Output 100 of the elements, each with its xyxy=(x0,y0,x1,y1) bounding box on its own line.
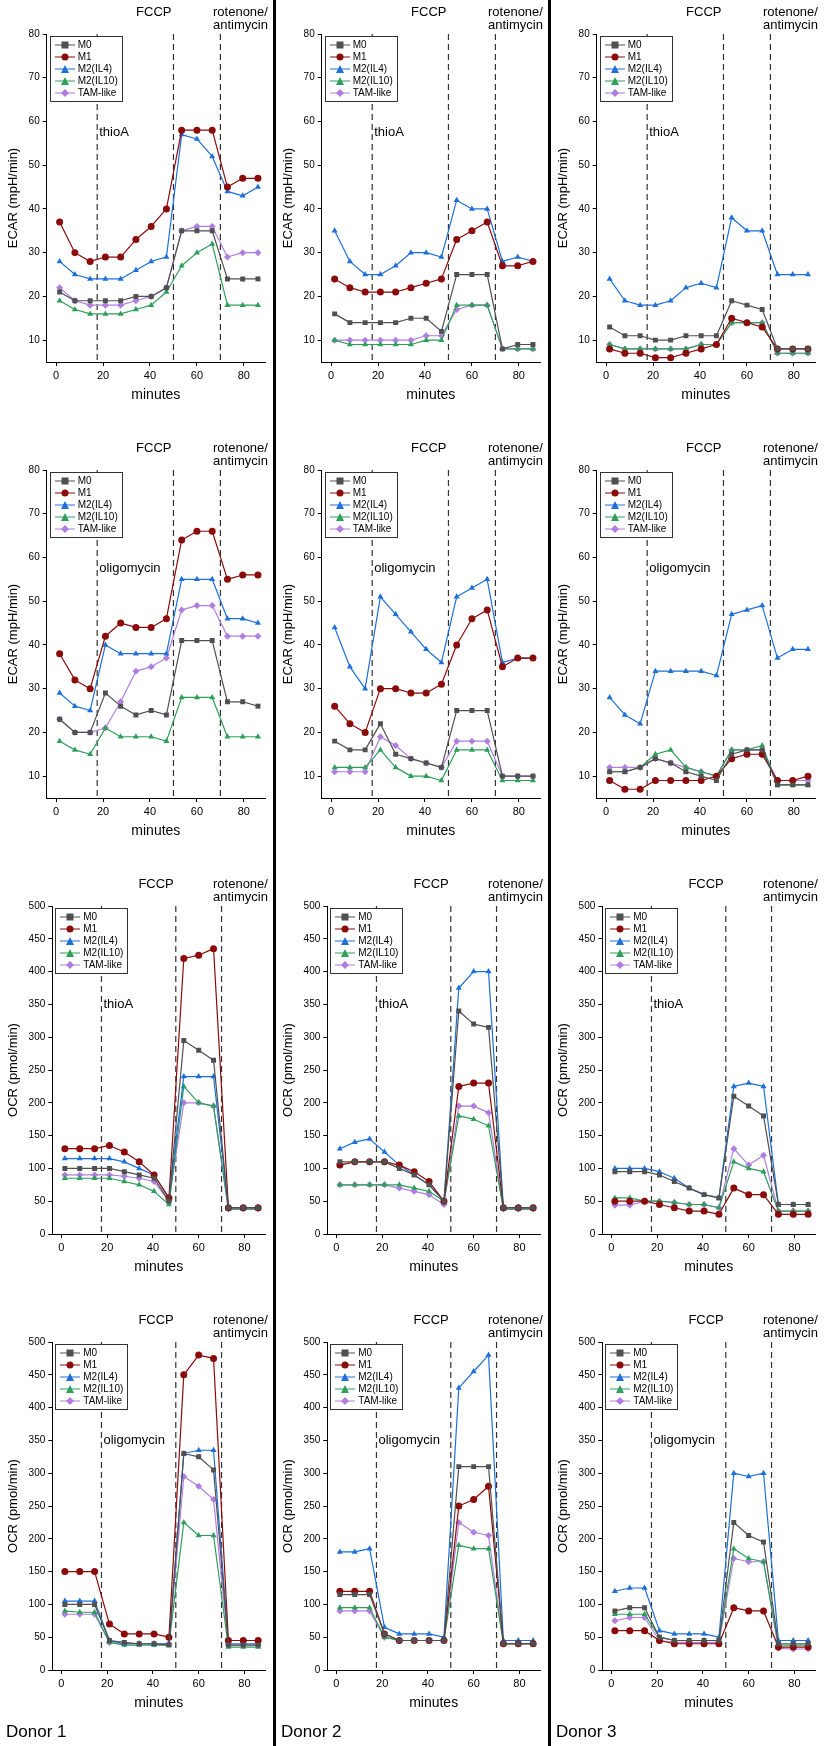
legend-label: TAM-like xyxy=(352,523,392,535)
y-tick-label: 30 xyxy=(28,682,41,694)
y-tick-label: 300 xyxy=(578,1030,596,1042)
x-tick-label: 0 xyxy=(608,1240,615,1253)
ref-line-label: oligomycin xyxy=(374,559,436,575)
x-tick-label: 0 xyxy=(53,804,60,817)
ref-line-label: oligomycin xyxy=(99,559,161,575)
ref-line-label: rotenone/ antimycin xyxy=(763,440,819,469)
y-tick-label: 50 xyxy=(34,1194,46,1206)
x-tick-label: 40 xyxy=(693,368,707,381)
y-tick-label: 70 xyxy=(303,507,316,519)
ref-line-label: rotenone/ antimycin xyxy=(763,4,819,33)
x-axis-title: minutes xyxy=(131,386,181,403)
y-tick-label: 80 xyxy=(578,27,591,39)
legend-label: M0 xyxy=(77,475,92,487)
y-tick-label: 200 xyxy=(578,1532,596,1544)
ref-line-label: rotenone/ antimycin xyxy=(213,1312,269,1341)
y-tick-label: 10 xyxy=(28,769,41,781)
legend-label: M0 xyxy=(358,911,373,923)
ref-line-label: oligomycin xyxy=(378,1431,440,1447)
y-tick-label: 400 xyxy=(578,965,596,977)
y-tick-label: 40 xyxy=(578,638,591,650)
x-tick-label: 0 xyxy=(53,368,60,381)
y-tick-label: 400 xyxy=(28,965,46,977)
y-tick-label: 200 xyxy=(28,1096,46,1108)
ref-line-label: oligomycin xyxy=(649,559,711,575)
legend-label: TAM-like xyxy=(358,1395,397,1407)
y-tick-label: 10 xyxy=(303,769,316,781)
x-axis-title: minutes xyxy=(406,822,456,839)
x-tick-label: 60 xyxy=(192,1240,205,1253)
legend-label: TAM-like xyxy=(627,87,667,99)
x-tick-label: 40 xyxy=(418,368,432,381)
y-tick-label: 500 xyxy=(578,1335,596,1347)
y-tick-label: 30 xyxy=(578,682,591,694)
ref-line-label: FCCP xyxy=(138,1312,174,1328)
y-axis-title: OCR (pmol/min) xyxy=(5,1459,21,1553)
ref-line-label: thioA xyxy=(99,123,130,139)
y-tick-label: 350 xyxy=(28,1434,46,1446)
x-tick-label: 40 xyxy=(418,804,432,817)
y-tick-label: 500 xyxy=(28,899,46,911)
legend-label: TAM-like xyxy=(633,959,672,971)
legend-label: M2(IL10) xyxy=(77,511,118,523)
x-tick-label: 80 xyxy=(513,1676,526,1689)
y-tick-label: 250 xyxy=(303,1063,321,1075)
y-tick-label: 50 xyxy=(584,1630,596,1642)
y-tick-label: 350 xyxy=(28,998,46,1010)
legend-label: M2(IL10) xyxy=(627,511,668,523)
x-tick-label: 60 xyxy=(742,1676,755,1689)
x-tick-label: 60 xyxy=(740,804,754,817)
x-tick-label: 80 xyxy=(512,804,525,817)
x-axis-title: minutes xyxy=(134,1258,184,1275)
y-tick-label: 200 xyxy=(578,1096,596,1108)
ref-line-label: rotenone/ antimycin xyxy=(763,1312,819,1341)
x-tick-label: 20 xyxy=(101,1240,114,1253)
x-tick-label: 40 xyxy=(143,368,157,381)
y-axis-title: OCR (pmol/min) xyxy=(280,1459,296,1553)
legend-label: M1 xyxy=(83,1359,98,1371)
legend-label: M2(IL4) xyxy=(633,935,668,947)
y-tick-label: 30 xyxy=(578,246,591,258)
y-tick-label: 40 xyxy=(28,202,41,214)
legend-label: TAM-like xyxy=(83,1395,122,1407)
legend-label: M2(IL4) xyxy=(83,935,118,947)
x-tick-label: 20 xyxy=(651,1676,664,1689)
x-tick-label: 20 xyxy=(646,368,660,381)
y-tick-label: 100 xyxy=(578,1598,596,1610)
y-axis-title: OCR (pmol/min) xyxy=(555,1023,571,1117)
ref-line-label: FCCP xyxy=(413,876,449,892)
legend-label: M2(IL4) xyxy=(627,499,663,511)
x-tick-label: 0 xyxy=(328,368,335,381)
text: Donor 3 xyxy=(556,1722,617,1742)
y-tick-label: 450 xyxy=(578,1368,596,1380)
y-tick-label: 0 xyxy=(314,1227,321,1239)
x-tick-label: 60 xyxy=(465,368,479,381)
y-tick-label: 20 xyxy=(578,290,591,302)
x-tick-label: 60 xyxy=(192,1676,205,1689)
ref-line-label: oligomycin xyxy=(103,1431,165,1447)
legend-label: M0 xyxy=(358,1347,373,1359)
x-tick-label: 80 xyxy=(237,368,250,381)
y-tick-label: 250 xyxy=(28,1063,46,1075)
legend-label: M2(IL10) xyxy=(77,75,118,87)
y-tick-label: 10 xyxy=(28,333,41,345)
y-axis-title: ECAR (mpH/min) xyxy=(5,583,21,685)
x-axis-title: minutes xyxy=(131,822,181,839)
ref-line-label: rotenone/ antimycin xyxy=(213,876,269,905)
legend-label: M0 xyxy=(77,39,92,51)
ref-line-label: rotenone/ antimycin xyxy=(488,4,544,33)
x-axis-title: minutes xyxy=(684,1694,734,1711)
y-axis-title: ECAR (mpH/min) xyxy=(555,583,571,685)
legend-label: TAM-like xyxy=(633,1395,672,1407)
y-tick-label: 60 xyxy=(578,551,591,563)
y-tick-label: 150 xyxy=(578,1565,596,1577)
x-tick-label: 40 xyxy=(146,1676,160,1689)
legend-label: M0 xyxy=(627,475,642,487)
y-tick-label: 200 xyxy=(303,1532,321,1544)
legend-label: M0 xyxy=(352,475,367,487)
x-tick-label: 0 xyxy=(603,804,610,817)
y-tick-label: 400 xyxy=(578,1401,596,1413)
y-axis-title: ECAR (mpH/min) xyxy=(5,147,21,249)
x-tick-label: 0 xyxy=(58,1676,65,1689)
x-tick-label: 20 xyxy=(96,804,110,817)
